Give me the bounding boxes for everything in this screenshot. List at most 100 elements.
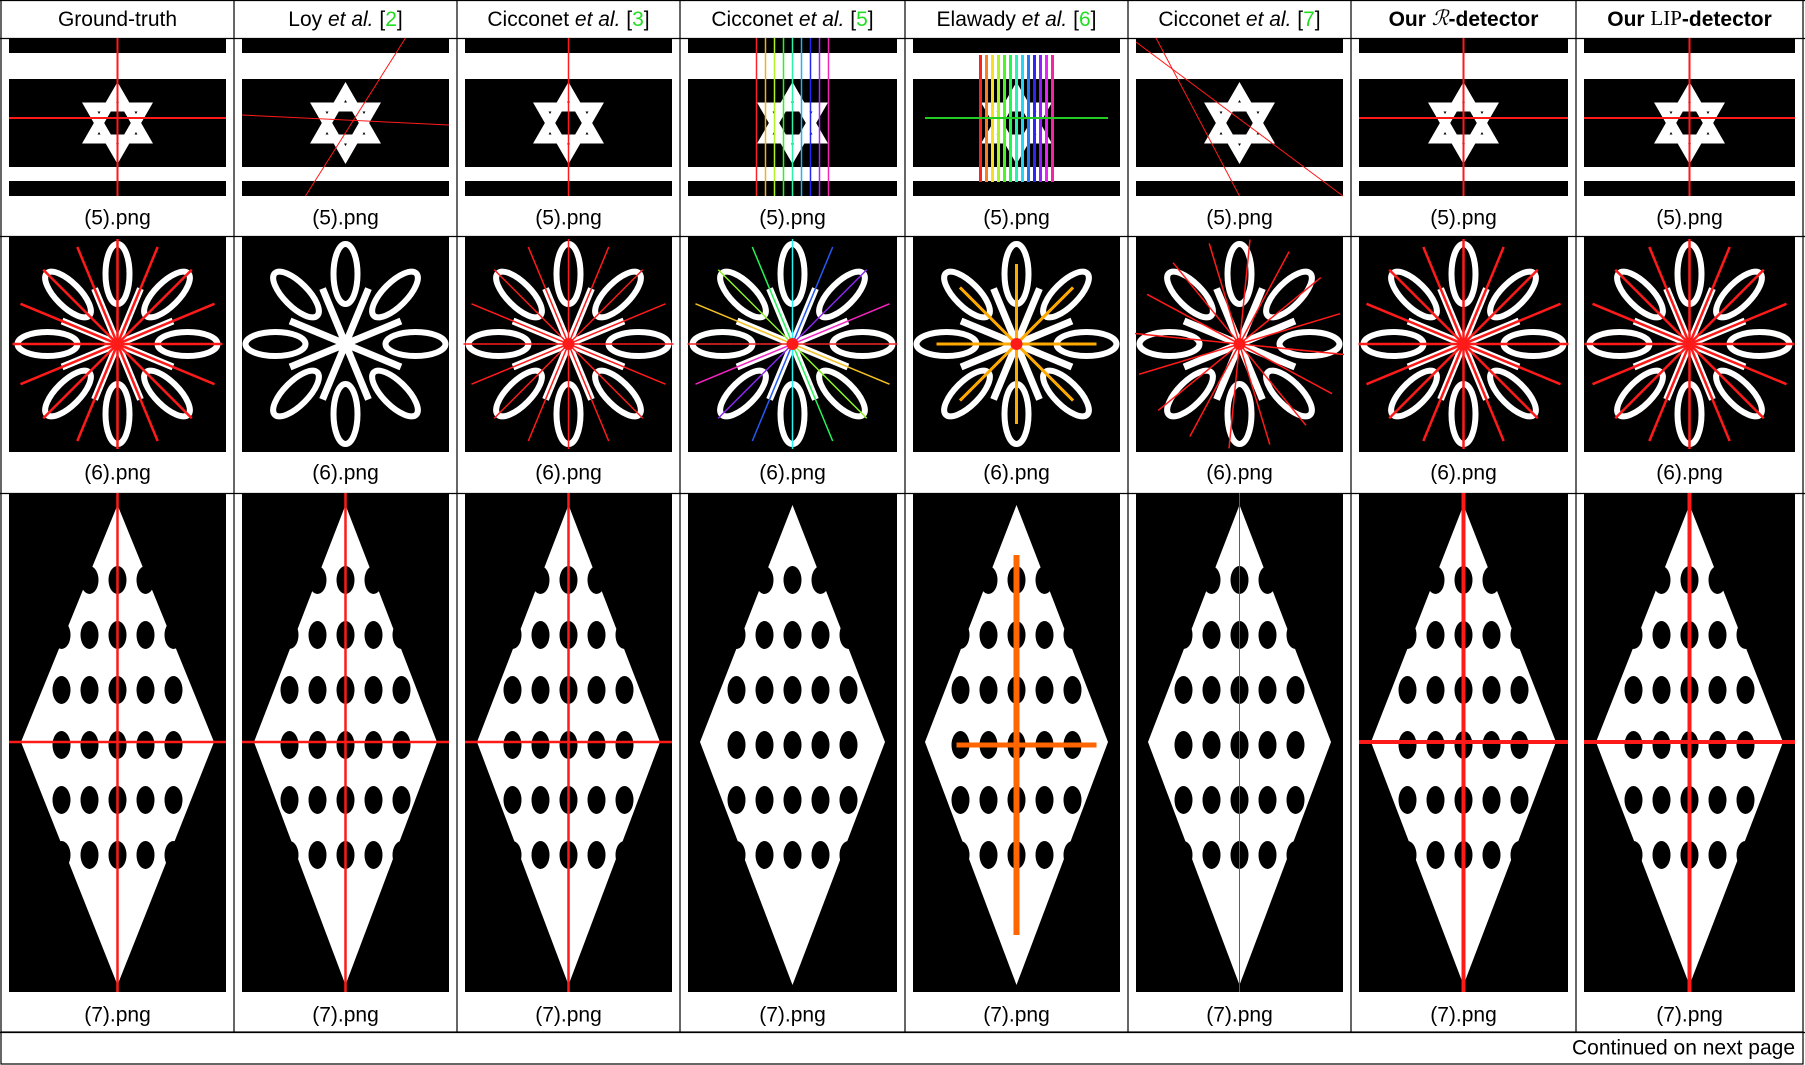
ornament-hole [979,786,998,814]
image-caption: (7).png [535,1004,602,1027]
ornament-hole [1482,676,1501,704]
ornament-hole [308,566,327,594]
ornament-hole [1258,841,1277,869]
star [1204,102,1275,164]
ornament-hole [1174,676,1193,704]
ornament-hole [839,841,858,869]
ornament-hole [503,841,522,869]
ornament-hole [164,841,183,869]
ornament-hole [1286,676,1305,704]
image-caption: (7).png [1656,1004,1723,1027]
ornament-hole [727,566,746,594]
ornament-hole [587,731,606,759]
ornament-hole [1482,786,1501,814]
ornament-hole [755,841,774,869]
ornament-hole [392,841,411,869]
petal [330,241,361,307]
ornament-hole [1398,566,1417,594]
ornament-hole [136,731,155,759]
ornament-hole [1510,676,1529,704]
ornament-hole [503,731,522,759]
ornament-hole [1035,621,1054,649]
image-caption: (7).png [1430,1004,1497,1027]
spoke [1013,287,1043,346]
ornament-hole [1482,621,1501,649]
ornament-hole [503,676,522,704]
petal [1164,367,1216,420]
ornament-hole [1510,566,1529,594]
image-caption: (7).png [312,1004,379,1027]
image-caption: (6).png [1206,462,1273,485]
petal [330,381,361,447]
ornament-hole [503,786,522,814]
ornament-hole [52,731,71,759]
ornament-hole [1174,731,1193,759]
ornament-hole [280,566,299,594]
ornament-hole [531,731,550,759]
ornament-hole [727,731,746,759]
image-caption: (6).png [535,462,602,485]
ornament-hole [587,566,606,594]
ornament-hole [839,621,858,649]
ornament-hole [136,786,155,814]
ornament-hole [1035,841,1054,869]
header-part: 2 [385,8,397,31]
ornament-hole [1286,841,1305,869]
column-header: Loy et al. [2] [288,8,402,31]
image-band [913,38,1120,53]
image-caption: (5).png [312,207,379,230]
ornament-hole [80,566,99,594]
ornament-hole [1258,566,1277,594]
ornament-hole [979,566,998,594]
ornament-hole [531,841,550,869]
petal [369,367,421,420]
image-caption: (6).png [759,462,826,485]
image-band [242,181,449,196]
ornament-hole [1286,621,1305,649]
center [562,338,575,350]
ornament-hole [364,731,383,759]
image-caption: (6).png [84,462,151,485]
image-caption: (5).png [1206,207,1273,230]
ornament-hole [1426,841,1445,869]
ornament-hole [839,786,858,814]
ornament-hole [136,841,155,869]
ornament-hole [979,841,998,869]
spoke [1013,342,1043,401]
ornament-hole [1736,621,1755,649]
spoke [1236,287,1266,346]
ornament-hole [503,621,522,649]
spoke [959,317,1018,348]
ornament-hole [1652,841,1671,869]
ornament-hole [1736,786,1755,814]
ornament-hole [531,786,550,814]
ornament-hole [164,566,183,594]
ornament-hole [1510,621,1529,649]
column-header: Elawady et al. [6] [937,8,1097,31]
ornament-hole [1736,566,1755,594]
ornament-hole [727,621,746,649]
ornament-hole [1708,731,1727,759]
image-caption: (5).png [535,207,602,230]
ornament-hole [1202,786,1221,814]
ornament-hole [951,566,970,594]
ornament-hole [280,621,299,649]
center [1233,338,1246,350]
ornament-hole [811,731,830,759]
ornament-hole [1652,676,1671,704]
ornament-hole [755,676,774,704]
ornament-hole [308,621,327,649]
ornament-hole [783,676,802,704]
column-header: Ground-truth [58,8,177,31]
ornament-hole [1624,566,1643,594]
petal [1263,367,1315,420]
ornament-hole [951,786,970,814]
ornament-hole [308,841,327,869]
ornament-hole [1174,621,1193,649]
image-caption: (6).png [983,462,1050,485]
header-part: Our [1607,8,1650,31]
ornament-hole [1063,841,1082,869]
ornament-hole [839,566,858,594]
ornament-hole [1063,786,1082,814]
ornament-hole [1398,786,1417,814]
